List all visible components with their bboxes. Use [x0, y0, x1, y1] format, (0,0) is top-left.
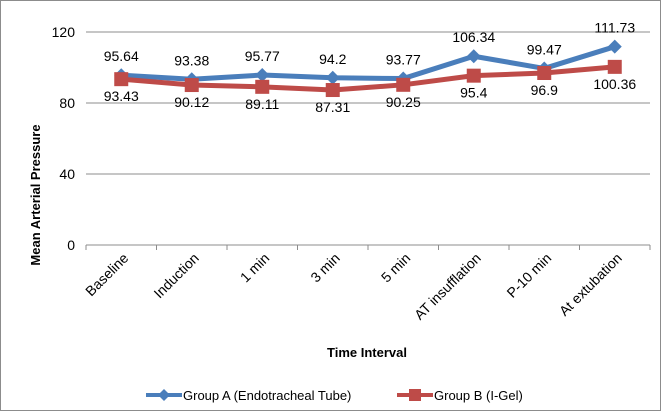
x-tick-label: 3 min — [307, 250, 343, 286]
data-label: 99.47 — [527, 41, 562, 57]
x-tick-label: 1 min — [237, 250, 273, 286]
data-label: 95.64 — [104, 48, 139, 64]
data-point — [325, 83, 340, 98]
series-layer — [114, 39, 622, 98]
series-line — [121, 64, 615, 93]
data-point — [537, 66, 552, 81]
data-point — [607, 59, 622, 74]
data-point — [184, 78, 199, 93]
data-label: 111.73 — [594, 20, 635, 36]
x-axis-title: Time Interval — [327, 345, 407, 360]
data-label: 106.34 — [452, 29, 495, 45]
data-labels: 95.64 93.38 95.77 94.2 93.77 106.34 99.47 111.7… — [104, 20, 637, 115]
x-tick-label: AT insufflation — [411, 250, 484, 323]
y-tick-label: 0 — [67, 237, 75, 253]
x-tick-label: Baseline — [82, 250, 131, 299]
x-tick-label: P-10 min — [503, 250, 554, 301]
data-label: 89.11 — [245, 96, 279, 112]
data-point — [114, 72, 129, 87]
data-label: 93.43 — [104, 88, 139, 104]
legend: Group A (Endotracheal Tube) Group B (I-Ge… — [146, 388, 523, 403]
data-label: 90.25 — [386, 94, 421, 110]
y-axis-title: Mean Arterial Pressure — [28, 124, 43, 265]
data-label: 100.36 — [593, 76, 636, 92]
data-point — [255, 68, 270, 83]
data-point — [466, 68, 481, 83]
data-point — [325, 70, 340, 85]
x-tick-label: Induction — [150, 250, 201, 301]
data-label: 95.4 — [460, 85, 487, 101]
data-label: 93.38 — [174, 52, 209, 68]
x-tick-label: 5 min — [378, 250, 414, 286]
legend-label: Group B (I-Gel) — [434, 388, 523, 403]
legend-marker — [409, 389, 421, 401]
series-line — [121, 44, 616, 82]
x-tick-label: At extubation — [556, 250, 625, 319]
y-axis-ticks: 0 40 80 120 — [52, 24, 76, 253]
data-label: 95.77 — [245, 48, 280, 64]
data-point — [396, 77, 411, 92]
data-point — [255, 79, 270, 94]
data-label: 96.9 — [531, 82, 558, 98]
data-label: 90.12 — [174, 94, 209, 110]
gridlines — [86, 31, 650, 175]
data-label: 87.31 — [315, 99, 350, 115]
data-label: 94.2 — [319, 51, 346, 67]
data-label: 93.77 — [386, 52, 421, 68]
y-tick-label: 120 — [52, 24, 76, 40]
y-tick-label: 80 — [59, 95, 75, 111]
legend-marker — [158, 389, 170, 401]
legend-label: Group A (Endotracheal Tube) — [183, 388, 351, 403]
y-tick-label: 40 — [59, 166, 75, 182]
data-point — [607, 39, 622, 54]
data-point — [466, 49, 481, 64]
